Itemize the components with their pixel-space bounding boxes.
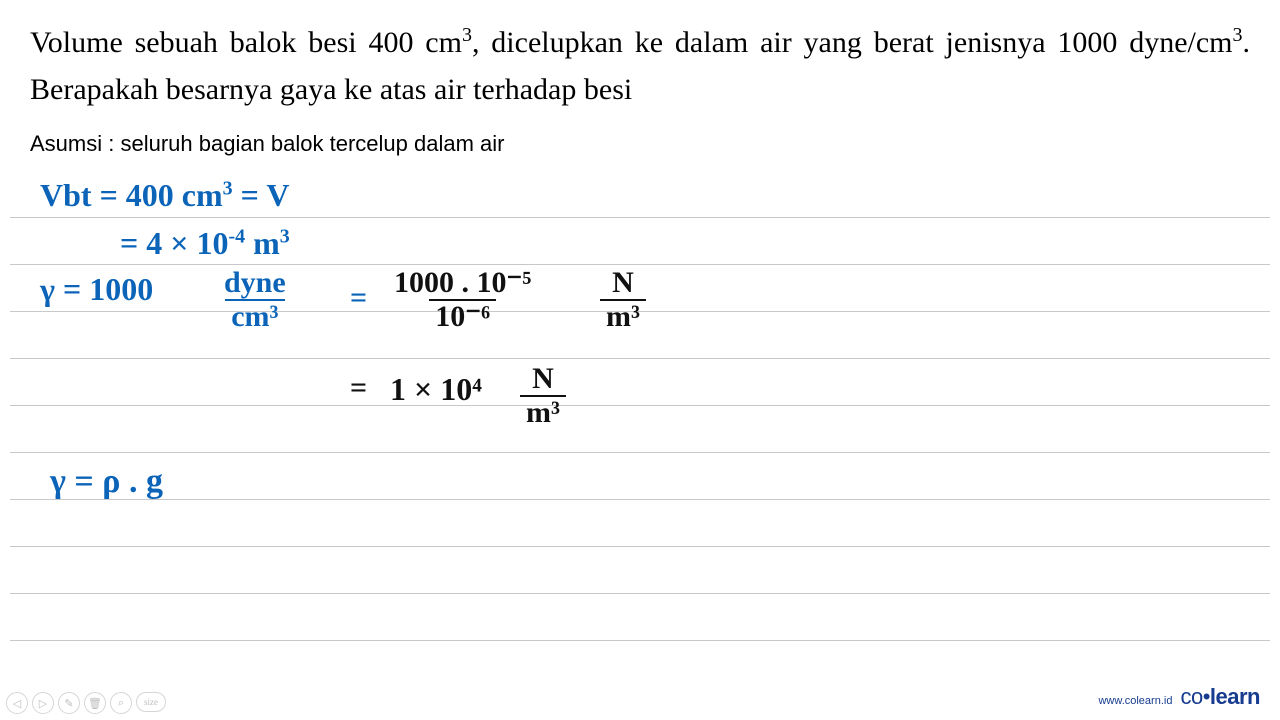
hw-vbt-line1: Vbt = 400 cm3 = V	[40, 177, 289, 214]
brand-logo-dot: •	[1203, 684, 1210, 709]
zoom-icon[interactable]: ⌕	[110, 692, 132, 714]
frac-num: N	[608, 267, 638, 299]
hw-gamma-frac2: 1000 . 10⁻⁵ 10⁻⁶	[390, 267, 535, 332]
frac-n-m3: N m³	[600, 267, 646, 332]
hw-gamma-result: 1 × 10⁴	[390, 371, 482, 408]
assumption-body: seluruh bagian balok tercelup dalam air	[114, 131, 504, 156]
frac-1000e5-e6: 1000 . 10⁻⁵ 10⁻⁶	[390, 267, 535, 332]
ruled-line	[10, 500, 1270, 547]
hw-gamma-lhs: γ = 1000	[40, 271, 153, 308]
hw-gamma-result-unit: N m³	[520, 363, 566, 428]
hw-gamma-frac1: dyne cm³	[220, 267, 290, 332]
brand-logo: co•learn	[1180, 684, 1260, 710]
hw-gamma-eq1: =	[350, 281, 367, 315]
hw-vbt-line2: = 4 × 10-4 m3	[120, 225, 290, 262]
size-pill[interactable]: size	[136, 692, 166, 712]
frac-den: m³	[520, 395, 566, 429]
bottom-toolbar: ◁ ▷ ✎ 🗑 ⌕ size	[6, 692, 166, 714]
brand-block: www.colearn.id co•learn	[1098, 684, 1260, 710]
frac-den: 10⁻⁶	[429, 299, 496, 333]
pencil-icon[interactable]: ✎	[58, 692, 80, 714]
frac-den: m³	[600, 299, 646, 333]
trash-icon[interactable]: 🗑	[84, 692, 106, 714]
hw-vbt-conv-unit-exp: 3	[280, 225, 290, 247]
notebook-area: Vbt = 400 cm3 = V = 4 × 10-4 m3 γ = 1000…	[10, 171, 1270, 641]
hw-gamma-result-eq: =	[350, 371, 367, 405]
frac-num: N	[528, 363, 558, 395]
hw-gamma-rho-g: γ = ρ . g	[50, 463, 163, 501]
frac-dyne-cm3: dyne cm³	[220, 267, 290, 332]
ruled-line	[10, 594, 1270, 641]
problem-line1-a: Volume sebuah balok besi 400 cm	[30, 26, 462, 59]
problem-line1-sup: 3	[462, 24, 472, 46]
brand-url: www.colearn.id	[1098, 695, 1172, 707]
frac-den: cm³	[225, 299, 284, 333]
assumption-text: Asumsi : seluruh bagian balok tercelup d…	[0, 123, 1280, 171]
hw-vbt-conv-exp: -4	[228, 225, 245, 247]
problem-line1-b: , dicelupkan ke dalam air yang berat	[472, 26, 934, 59]
next-icon[interactable]: ▷	[32, 692, 54, 714]
hw-vbt-conv-unit: m	[245, 225, 280, 261]
ruled-line	[10, 406, 1270, 453]
brand-logo-a: co	[1180, 684, 1202, 709]
hw-vbt-eq: Vbt = 400 cm	[40, 177, 223, 213]
frac-num: dyne	[220, 267, 290, 299]
hw-gamma-unit1: N m³	[600, 267, 646, 332]
hw-vbt-exp: 3	[223, 177, 233, 199]
assumption-label: Asumsi :	[30, 131, 114, 156]
hw-gamma-lhs-text: γ = 1000	[40, 271, 153, 307]
brand-logo-b: learn	[1210, 684, 1260, 709]
ruled-line	[10, 359, 1270, 406]
frac-num: 1000 . 10⁻⁵	[390, 267, 535, 299]
prev-icon[interactable]: ◁	[6, 692, 28, 714]
problem-line2-sup: 3	[1233, 24, 1243, 46]
problem-line2-a: jenisnya 1000 dyne/cm	[946, 26, 1233, 59]
problem-statement: Volume sebuah balok besi 400 cm3, dicelu…	[0, 0, 1280, 123]
ruled-line	[10, 453, 1270, 500]
ruled-line	[10, 547, 1270, 594]
hw-vbt-conv: = 4 × 10	[120, 225, 228, 261]
hw-vbt-eq2: = V	[233, 177, 290, 213]
frac-n-m3-b: N m³	[520, 363, 566, 428]
